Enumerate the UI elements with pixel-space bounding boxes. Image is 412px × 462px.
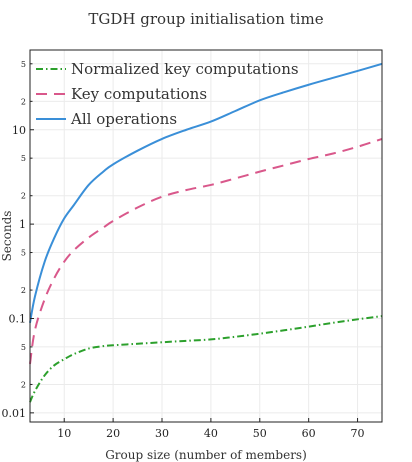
x-axis-label: Group size (number of members) bbox=[105, 448, 307, 462]
x-tick-label: 70 bbox=[351, 427, 365, 440]
y-minor-tick-label: 2 bbox=[21, 192, 26, 201]
x-tick-label: 60 bbox=[302, 427, 316, 440]
x-tick-label: 50 bbox=[253, 427, 267, 440]
y-minor-tick-label: 5 bbox=[21, 343, 26, 352]
legend-label-normalized-key-computations: Normalized key computations bbox=[71, 60, 299, 78]
y-minor-tick-label: 5 bbox=[21, 60, 26, 69]
legend-label-key-computations: Key computations bbox=[71, 85, 207, 103]
x-tick-label: 20 bbox=[106, 427, 120, 440]
y-tick-label: 0.01 bbox=[2, 407, 27, 420]
y-minor-tick-label: 5 bbox=[21, 154, 26, 163]
y-tick-label: 1 bbox=[19, 218, 26, 231]
y-minor-tick-label: 2 bbox=[21, 286, 26, 295]
grid bbox=[30, 50, 382, 422]
y-tick-label: 0.1 bbox=[9, 312, 27, 325]
series-line-normalized-key-computations bbox=[29, 315, 383, 403]
legend-label-all-operations: All operations bbox=[70, 110, 177, 128]
plot-frame bbox=[29, 49, 383, 423]
series-line-all-operations bbox=[29, 62, 383, 323]
x-tick-label: 40 bbox=[204, 427, 218, 440]
axis-ticks: 10 20 30 40 50 60 70 0.01 0.1 1 10 2 5 2 5 2 5 2 5 bbox=[2, 60, 365, 440]
x-tick-label: 10 bbox=[57, 427, 71, 440]
y-minor-tick-label: 2 bbox=[21, 380, 26, 389]
y-minor-tick-label: 2 bbox=[21, 97, 26, 106]
y-minor-tick-label: 5 bbox=[21, 249, 26, 258]
legend: Normalized key computations Key computati… bbox=[36, 60, 299, 128]
x-tick-label: 30 bbox=[155, 427, 169, 440]
series-lines bbox=[29, 62, 383, 403]
series-line-key-computations bbox=[29, 137, 383, 365]
y-axis-label: Seconds bbox=[0, 211, 14, 262]
y-tick-label: 10 bbox=[12, 124, 26, 137]
chart-title: TGDH group initialisation time bbox=[88, 10, 323, 28]
